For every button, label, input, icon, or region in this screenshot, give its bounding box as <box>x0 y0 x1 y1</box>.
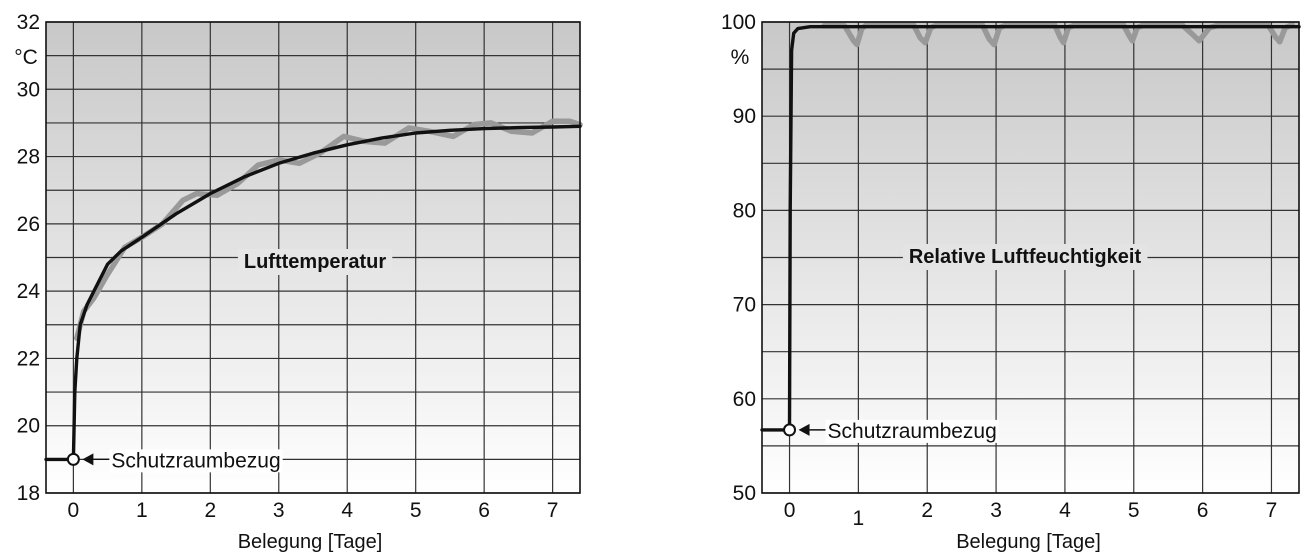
annotation: Schutzraumbezug <box>783 419 999 443</box>
x-tick-label: 3 <box>990 499 1002 522</box>
plot-frame <box>761 21 1300 494</box>
x-tick-label: 0 <box>784 499 796 522</box>
annotation: Schutzraumbezug <box>66 449 283 473</box>
start-marker <box>783 423 797 437</box>
x-tick-label: 2 <box>204 499 216 522</box>
y-unit-label: % <box>731 46 750 69</box>
series <box>760 22 1301 432</box>
x-tick-label: 3 <box>273 499 285 522</box>
x-tick-label: 6 <box>478 499 490 522</box>
plot-frame <box>45 21 581 494</box>
x-tick-label: 7 <box>1266 499 1278 522</box>
y-tick-label: 28 <box>17 146 40 169</box>
x-tick-label: 4 <box>341 499 353 522</box>
y-tick-label: 18 <box>17 482 40 505</box>
y-tick-label: 22 <box>17 347 40 370</box>
title-background <box>237 249 393 275</box>
x-tick-labels: 0 1 2 3 4 5 6 7 <box>784 499 1278 530</box>
y-tick-label: 70 <box>733 294 756 317</box>
x-tick-label: 7 <box>547 499 559 522</box>
y-tick-label: 20 <box>17 415 40 438</box>
y-tick-labels: 18 20 22 24 26 28 30 32 <box>17 11 41 505</box>
x-tick-label: 6 <box>1197 499 1209 522</box>
y-tick-label: 50 <box>733 482 756 505</box>
x-tick-label: 5 <box>410 499 422 522</box>
y-tick-label: 32 <box>17 11 40 34</box>
annotation-label: Schutzraumbezug <box>828 420 997 443</box>
x-tick-label: 5 <box>1128 499 1140 522</box>
y-tick-label: 30 <box>17 78 40 101</box>
x-tick-label: 1 <box>136 499 148 522</box>
humidity-chart: 50 60 70 80 90 100 0 1 2 3 4 5 6 7 % Belegung [Tage]… <box>721 11 1301 553</box>
trend-line <box>44 124 582 462</box>
x-tick-labels: 0 1 2 3 4 5 6 7 <box>68 499 559 522</box>
y-tick-label: 100 <box>721 11 756 34</box>
x-axis-label: Belegung [Tage] <box>238 531 383 553</box>
arrow-head <box>82 453 94 466</box>
y-tick-label: 60 <box>733 388 756 411</box>
x-axis-label: Belegung [Tage] <box>956 531 1101 553</box>
x-tick-label: 0 <box>68 499 80 522</box>
x-tick-label: 2 <box>921 499 933 522</box>
y-tick-label: 90 <box>733 105 756 128</box>
y-unit-label: °C <box>14 46 38 69</box>
arrow-head <box>798 423 810 436</box>
annotation-background <box>109 449 283 473</box>
title-background <box>902 244 1148 270</box>
chart-title: Lufttemperatur <box>244 251 386 273</box>
trend-line <box>760 25 1301 432</box>
start-marker <box>66 452 80 466</box>
temperature-chart: 18 20 22 24 26 28 30 32 0 1 2 3 4 5 6 7 °C Belegung [T… <box>14 11 583 553</box>
chart-title: Relative Luftfeuchtigkeit <box>909 246 1142 268</box>
y-tick-label: 80 <box>733 199 756 222</box>
y-tick-label: 24 <box>17 280 41 303</box>
series <box>44 118 583 462</box>
annotation-background <box>825 419 999 443</box>
annotation-label: Schutzraumbezug <box>111 449 280 472</box>
grid <box>762 21 1299 494</box>
y-tick-label: 26 <box>17 213 40 236</box>
x-tick-label: 4 <box>1059 499 1071 522</box>
y-tick-labels: 50 60 70 80 90 100 <box>721 11 756 505</box>
x-tick-label: 1 <box>853 507 865 530</box>
